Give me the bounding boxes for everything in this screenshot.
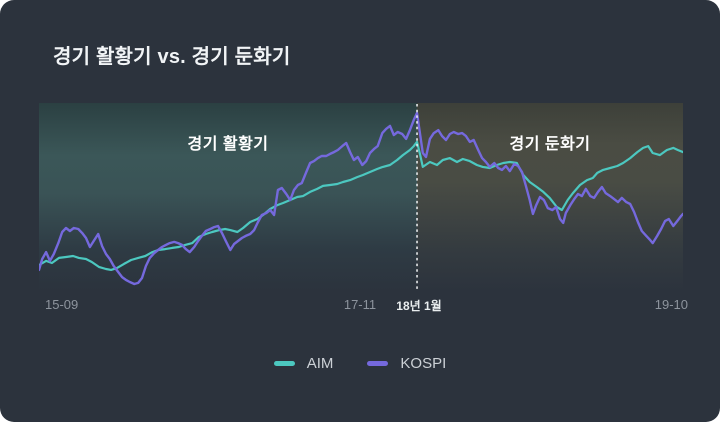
series-line-aim (39, 140, 683, 271)
chart-svg (39, 104, 683, 290)
x-tick-divider-label: 18년 1월 (396, 299, 442, 313)
x-tick-mid: 17-11 (343, 297, 377, 312)
boom-phase-background (39, 103, 417, 291)
legend: AIM KOSPI (0, 352, 720, 374)
page-title: 경기 활황기 vs. 경기 둔화기 (53, 46, 291, 68)
x-tick-start: 15-09 (45, 297, 79, 312)
x-axis: 15-09 17-11 18년 1월 19-10 (0, 297, 720, 317)
slowdown-phase-label: 경기 둔화기 (509, 136, 591, 153)
x-tick-end: 19-10 (654, 297, 688, 312)
boom-phase-label: 경기 활황기 (187, 136, 269, 153)
kospi-legend-label: KOSPI (400, 354, 447, 372)
kospi-line-swatch (367, 360, 389, 366)
series-line-kospi (39, 111, 683, 286)
plot-area: 경기 활황기 경기 둔화기 (39, 103, 683, 291)
legend-item-aim: AIM (273, 354, 334, 372)
legend-item-kospi: KOSPI (367, 355, 446, 372)
aim-line-swatch (273, 360, 295, 366)
aim-legend-label: AIM (306, 354, 334, 372)
